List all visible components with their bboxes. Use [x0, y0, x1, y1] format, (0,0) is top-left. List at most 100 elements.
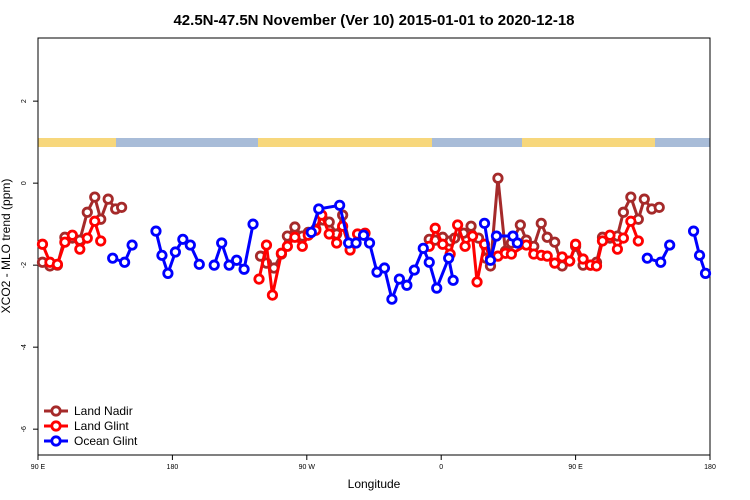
data-point — [471, 276, 483, 288]
data-point — [443, 252, 455, 264]
data-point — [357, 229, 370, 241]
data-point — [452, 219, 464, 231]
ocean-band — [432, 138, 522, 147]
data-point — [81, 206, 93, 218]
y-tick-label: -2 — [21, 262, 28, 268]
data-point — [208, 259, 220, 271]
data-point — [119, 256, 131, 268]
data-point — [253, 273, 265, 285]
data-point — [408, 264, 420, 276]
data-point — [89, 215, 101, 227]
data-point — [51, 258, 64, 270]
data-point — [238, 263, 250, 275]
legend-label: Ocean Glint — [74, 434, 138, 448]
data-point — [549, 257, 561, 269]
data-point — [393, 273, 405, 285]
data-point — [604, 229, 616, 241]
data-point — [465, 220, 477, 232]
data-point — [447, 274, 459, 286]
data-point — [511, 237, 523, 249]
data-point — [281, 240, 293, 252]
data-point — [655, 256, 667, 268]
data-point — [638, 193, 650, 205]
data-point — [625, 215, 637, 227]
data-point — [260, 239, 273, 251]
data-point — [514, 219, 526, 231]
data-point — [305, 226, 317, 238]
data-point — [505, 248, 517, 260]
legend-marker — [50, 420, 62, 432]
data-point — [126, 239, 138, 251]
legend-marker — [50, 435, 62, 447]
data-point — [162, 267, 174, 279]
data-point — [169, 246, 181, 258]
data-point — [466, 230, 479, 242]
x-tick-label: 90 E — [568, 464, 583, 471]
x-tick-label: 180 — [704, 464, 716, 471]
data-point — [247, 218, 259, 230]
data-point — [437, 238, 449, 250]
data-point — [617, 206, 629, 218]
data-point — [266, 289, 279, 301]
data-point — [74, 243, 86, 255]
data-point — [423, 256, 435, 268]
ocean-band — [116, 138, 258, 147]
data-point — [231, 254, 243, 266]
data-point — [541, 250, 553, 262]
data-point — [350, 237, 362, 249]
data-point — [289, 221, 301, 233]
data-point — [492, 172, 504, 184]
x-tick-label: 90 W — [299, 464, 316, 471]
data-point — [177, 233, 189, 245]
data-point — [459, 240, 471, 252]
data-point — [569, 238, 582, 250]
data-point — [484, 254, 497, 266]
x-axis-label: Longitude — [348, 477, 401, 491]
ocean-band — [655, 138, 710, 147]
legend-label: Land Nadir — [74, 404, 133, 418]
data-point — [89, 191, 101, 203]
x-tick-label: 90 E — [31, 464, 46, 471]
chart-title: 42.5N-47.5N November (Ver 10) 2015-01-01… — [173, 12, 574, 29]
data-point — [275, 247, 288, 259]
data-point — [59, 236, 71, 248]
data-point — [401, 279, 413, 291]
data-point — [66, 229, 78, 241]
legend-marker — [50, 405, 62, 417]
data-point — [331, 237, 343, 249]
data-point — [107, 252, 119, 264]
data-point — [216, 237, 228, 249]
data-point — [590, 260, 603, 272]
data-point — [490, 230, 503, 242]
data-point — [541, 231, 553, 243]
data-point — [289, 231, 301, 243]
data-point — [156, 249, 168, 261]
data-point — [478, 217, 491, 229]
data-point — [664, 239, 676, 251]
data-point — [150, 225, 162, 237]
data-point — [296, 240, 308, 252]
data-point — [363, 237, 376, 249]
x-tick-label: 180 — [167, 464, 179, 471]
land-mask — [38, 138, 710, 147]
data-point — [429, 222, 441, 234]
data-point — [687, 225, 700, 237]
y-tick-label: 2 — [21, 99, 28, 103]
land-band — [258, 138, 432, 147]
y-tick-label: -6 — [21, 426, 28, 432]
data-point — [81, 232, 93, 244]
data-point — [564, 255, 576, 267]
data-point — [334, 199, 346, 211]
data-point — [611, 243, 624, 255]
data-point — [193, 258, 205, 270]
data-point — [386, 293, 398, 305]
y-axis-label: XCO2 - MLO trend (ppm) — [0, 179, 13, 314]
data-point — [323, 228, 335, 240]
data-point — [520, 239, 532, 251]
land-band — [38, 138, 116, 147]
data-point — [577, 253, 589, 265]
legend-label: Land Glint — [74, 419, 129, 433]
data-point — [625, 191, 637, 203]
